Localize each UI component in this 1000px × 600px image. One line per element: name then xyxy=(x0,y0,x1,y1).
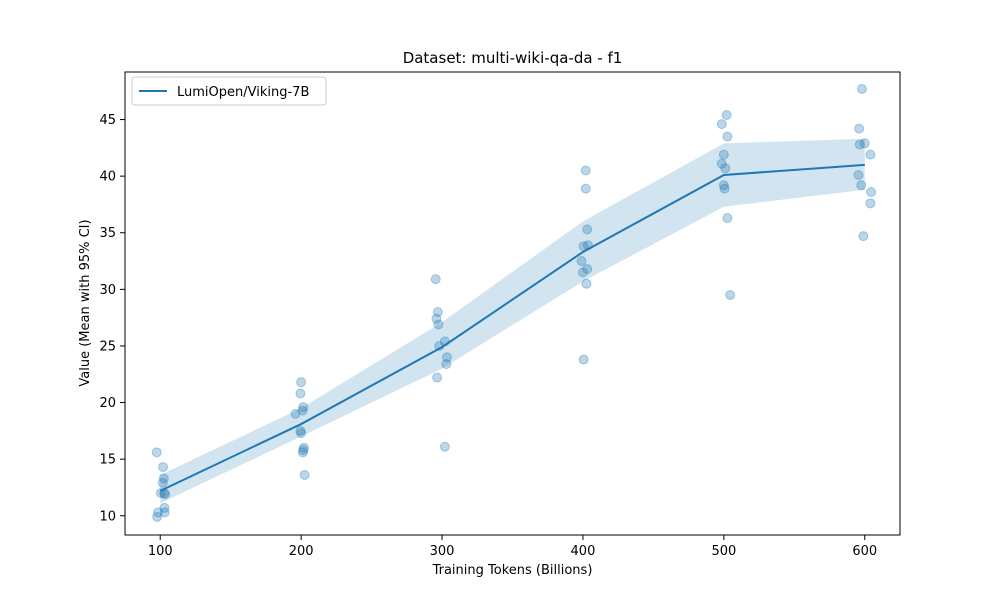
scatter-point xyxy=(854,139,865,150)
scatter-point xyxy=(716,158,727,169)
scatter-point xyxy=(433,319,444,330)
scatter-point xyxy=(859,138,870,149)
scatter-point xyxy=(576,256,587,267)
scatter-point xyxy=(430,274,441,285)
scatter-point xyxy=(578,354,589,365)
y-tick-label: 45 xyxy=(99,113,116,128)
scatter-point xyxy=(582,224,593,235)
scatter-point xyxy=(865,149,876,160)
scatter-point xyxy=(582,263,593,274)
scatter-point xyxy=(722,213,733,224)
y-tick-label: 25 xyxy=(99,339,116,354)
scatter-point xyxy=(718,149,729,160)
scatter-point xyxy=(297,447,308,458)
scatter-point xyxy=(296,377,307,388)
y-tick-label: 20 xyxy=(99,396,116,411)
scatter-point xyxy=(580,165,591,176)
scatter-point xyxy=(716,119,727,130)
y-tick-label: 40 xyxy=(99,170,116,185)
scatter-point xyxy=(159,502,170,513)
x-tick-label: 300 xyxy=(430,544,455,559)
scatter-point xyxy=(290,408,301,419)
scatter-point xyxy=(577,267,588,278)
mean-line xyxy=(159,163,865,492)
chart-title: Dataset: multi-wiki-qa-da - f1 xyxy=(403,49,623,67)
scatter-point xyxy=(298,402,309,413)
confidence-band xyxy=(160,138,865,504)
scatter-point xyxy=(581,278,592,289)
scatter-point xyxy=(856,83,867,94)
scatter-point xyxy=(854,123,865,134)
x-tick-label: 600 xyxy=(852,544,877,559)
y-tick-label: 35 xyxy=(99,226,116,241)
scatter-point xyxy=(295,425,306,436)
scatter-point xyxy=(155,488,166,499)
scatter-point xyxy=(719,183,730,194)
scatter-point xyxy=(297,405,308,416)
scatter-point xyxy=(298,445,309,456)
scatter-point xyxy=(432,372,443,383)
scatter-point xyxy=(866,186,877,197)
plot-area xyxy=(151,83,877,522)
scatter-point xyxy=(580,183,591,194)
scatter-point xyxy=(299,470,310,481)
scatter-point xyxy=(151,447,162,458)
scatter-point xyxy=(718,180,729,191)
scatter-point xyxy=(725,290,736,301)
x-tick-label: 500 xyxy=(711,544,736,559)
x-tick-label: 400 xyxy=(571,544,596,559)
scatter-point xyxy=(856,180,867,191)
scatter-point xyxy=(152,511,163,522)
legend-series-label: LumiOpen/Viking-7B xyxy=(177,85,309,100)
legend-box xyxy=(131,76,327,106)
x-axis-title: Training Tokens (Billions) xyxy=(432,563,593,578)
scatter-point xyxy=(720,163,731,174)
scatter-point xyxy=(157,477,168,488)
plot-frame xyxy=(124,71,901,536)
scatter-point xyxy=(298,442,309,453)
scatter-point xyxy=(431,313,442,324)
scatter-point xyxy=(159,507,170,518)
scatter-point xyxy=(158,462,169,473)
x-axis: 100 200 300 400 500 600 xyxy=(148,535,877,559)
scatter-point xyxy=(158,473,169,484)
scatter-point xyxy=(295,388,306,399)
scatter-point xyxy=(858,231,869,242)
scatter-point xyxy=(853,170,864,181)
scatter-point xyxy=(441,352,452,363)
scatter-point xyxy=(296,428,307,439)
scatter-point xyxy=(153,507,164,518)
scatter-point xyxy=(865,198,876,209)
y-tick-label: 10 xyxy=(99,509,116,524)
scatter-point xyxy=(441,359,452,370)
scatter-point xyxy=(160,489,171,500)
scatter-point xyxy=(721,110,732,121)
scatter-point xyxy=(722,131,733,142)
y-axis-title: Value (Mean with 95% CI) xyxy=(78,219,93,386)
scatter-point xyxy=(432,306,443,317)
scatter-point xyxy=(439,441,450,452)
y-tick-label: 15 xyxy=(99,453,116,468)
y-tick-label: 30 xyxy=(99,283,116,298)
x-tick-label: 200 xyxy=(289,544,314,559)
y-axis: 10 15 20 25 30 35 40 45 xyxy=(99,113,125,524)
x-tick-label: 100 xyxy=(148,544,173,559)
legend: LumiOpen/Viking-7B xyxy=(131,76,327,106)
